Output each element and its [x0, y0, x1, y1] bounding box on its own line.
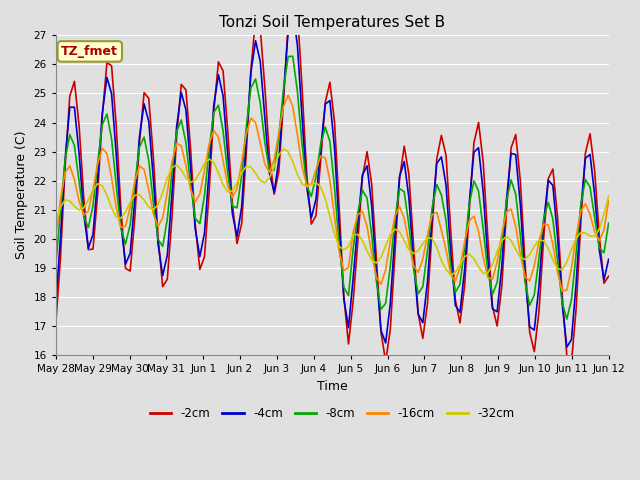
X-axis label: Time: Time [317, 380, 348, 393]
Y-axis label: Soil Temperature (C): Soil Temperature (C) [15, 131, 28, 259]
Text: TZ_fmet: TZ_fmet [61, 45, 118, 58]
Title: Tonzi Soil Temperatures Set B: Tonzi Soil Temperatures Set B [219, 15, 445, 30]
Legend: -2cm, -4cm, -8cm, -16cm, -32cm: -2cm, -4cm, -8cm, -16cm, -32cm [145, 402, 519, 425]
